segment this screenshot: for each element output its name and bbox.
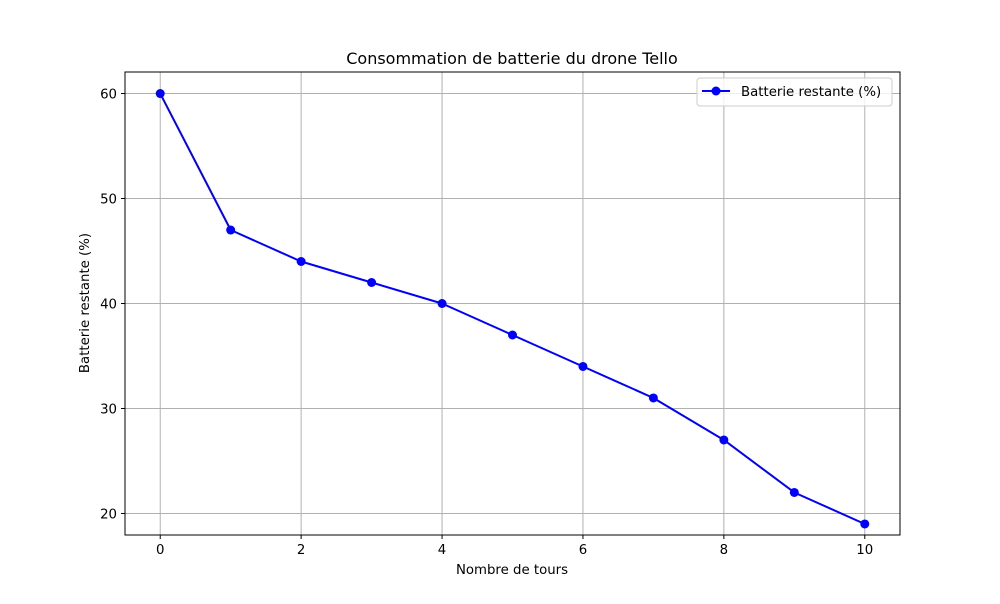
series-layer: [155, 89, 870, 529]
x-axis-label: Nombre de tours: [456, 563, 568, 578]
legend-box: [696, 77, 893, 107]
y-tick-label: 50: [100, 193, 117, 208]
legend-entry-label: Batterie restante (%): [741, 85, 881, 100]
x-tick-label: 0: [156, 543, 164, 558]
y-tick-label: 20: [100, 507, 117, 522]
data-point: [296, 257, 306, 267]
data-point: [648, 393, 658, 403]
y-axis-label: Batterie restante (%): [78, 233, 93, 373]
y-tick-label: 60: [100, 88, 117, 103]
data-point: [860, 519, 870, 529]
y-tick-label: 30: [100, 402, 117, 417]
x-tick-label: 8: [720, 543, 728, 558]
x-tick-label: 10: [856, 543, 873, 558]
y-tick-label: 40: [100, 298, 117, 313]
data-point: [437, 299, 447, 308]
x-tick-label: 6: [579, 543, 587, 558]
data-point: [578, 361, 588, 371]
data-point: [226, 225, 236, 235]
chart-title: Consommation de batterie du drone Tello: [346, 49, 678, 68]
legend-marker-sample: [711, 86, 721, 96]
x-tick-label: 4: [438, 543, 446, 558]
legend: Batterie restante (%): [696, 77, 893, 107]
data-point: [789, 487, 799, 497]
data-point: [155, 89, 165, 99]
data-point: [719, 435, 729, 445]
data-point: [367, 278, 377, 288]
data-point: [508, 330, 517, 340]
x-tick-label: 2: [297, 543, 305, 558]
axis-ticks: 0 2 4 6 8 10 20 30 40 50 60: [100, 88, 873, 558]
